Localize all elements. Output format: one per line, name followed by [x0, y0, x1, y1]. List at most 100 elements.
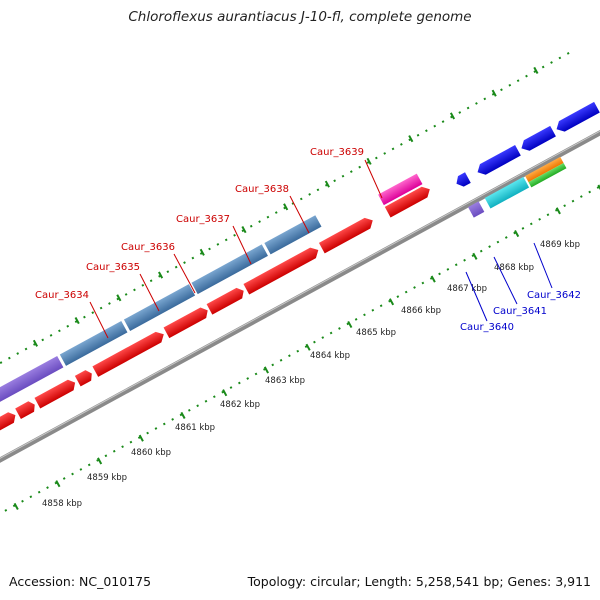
tick-dot [588, 190, 592, 194]
tick-dot [504, 236, 508, 239]
gene-leader-line [173, 253, 196, 294]
cds-blue-1 [456, 172, 471, 187]
outer-tick-track [0, 52, 570, 364]
tick-dot [296, 349, 300, 353]
tick-dot [71, 472, 74, 476]
major-tick [408, 135, 414, 143]
cds-blue-3 [521, 125, 556, 151]
tick-dot [246, 377, 250, 380]
gene-labels: Caur_3634 Caur_3635 Caur_3636 Caur_3637 Caur… [35, 147, 581, 339]
cds-red-7 [206, 287, 244, 315]
tick-dot [400, 142, 403, 146]
tick-dot [87, 463, 91, 467]
tick-label: 4865 kbp [356, 328, 396, 338]
tick-dot [133, 288, 136, 292]
feature-caur-3637-frame [191, 244, 268, 295]
major-tick [514, 230, 520, 238]
tick-dot [229, 386, 233, 389]
feature-purple-small [468, 201, 485, 218]
tick-dot [338, 327, 341, 330]
tick-dot [488, 245, 491, 248]
major-tick [263, 366, 269, 374]
genome-backbone [0, 122, 600, 472]
tick-dot [166, 270, 170, 274]
tick-dot [254, 372, 258, 376]
gene-leader-line [465, 271, 488, 322]
feature-purple-left [0, 355, 64, 410]
major-tick [324, 180, 330, 188]
tick-dot [233, 233, 236, 237]
tick-dot [238, 381, 241, 385]
feature-caur-3635-frame [123, 284, 196, 331]
tick-label: 4864 kbp [310, 351, 350, 361]
gene-leader-line [289, 195, 310, 234]
tick-dot [62, 477, 66, 480]
tick-label: 4861 kbp [175, 423, 215, 433]
tick-dot [329, 331, 333, 335]
major-tick [241, 226, 247, 234]
tick-dot [149, 279, 153, 283]
cds-red-3 [34, 379, 76, 409]
major-tick [388, 298, 395, 306]
tick-dot [333, 179, 337, 183]
tick-dot [121, 445, 124, 449]
major-tick [347, 320, 353, 329]
tick-dot [191, 256, 195, 260]
tick-dot [108, 302, 111, 305]
tick-dot [299, 197, 303, 201]
tick-label: 4863 kbp [265, 376, 305, 386]
major-tick [305, 343, 311, 351]
cds-red-10 [384, 186, 430, 218]
gene-label: Caur_3638 [235, 184, 289, 195]
major-tick [283, 203, 289, 211]
gene-leader-line [232, 225, 252, 265]
tick-dot [174, 265, 178, 269]
tick-dot [354, 318, 358, 321]
tick-dot [308, 193, 311, 196]
tick-dot [521, 227, 525, 230]
tick-dot [154, 427, 158, 430]
tick-dot [483, 97, 487, 101]
reverse-feature-track [456, 101, 600, 218]
cds-blue-4 [556, 101, 600, 132]
tick-dot [579, 195, 583, 198]
tick-dot [538, 217, 541, 221]
gene-label: Caur_3636 [121, 242, 175, 253]
tick-dot [58, 329, 61, 333]
cds-track-upper [0, 173, 430, 437]
major-tick [555, 207, 561, 215]
tick-dot [46, 486, 49, 489]
gene-label: Caur_3635 [86, 262, 140, 273]
tick-dot [321, 336, 325, 339]
tick-dot [529, 222, 533, 226]
tick-dot [550, 61, 553, 64]
cds-red-2 [15, 401, 35, 419]
tick-dot [496, 240, 500, 244]
tick-dot [383, 152, 387, 155]
tick-dot [541, 65, 545, 69]
tick-dot [413, 286, 416, 289]
tick-dot [208, 247, 211, 251]
inner-tick-track [4, 184, 600, 512]
tick-dot [21, 499, 24, 503]
tick-dot [441, 120, 445, 123]
tick-dot [379, 304, 383, 308]
gene-leader-line [533, 242, 553, 289]
tick-dot [7, 356, 11, 360]
tick-dot [204, 399, 208, 403]
tick-dot [162, 422, 166, 426]
accession-label: Accession: NC_010175 [9, 574, 152, 589]
tick-dot [112, 449, 116, 453]
tick-dot [24, 347, 28, 351]
tick-dot [266, 215, 270, 219]
gene-label: Caur_3639 [310, 147, 364, 158]
feature-cyan-caur-3641 [484, 176, 530, 209]
major-tick [116, 294, 122, 302]
tick-dot [146, 431, 149, 435]
tick-dot [508, 83, 512, 87]
feature-pink-caur-3639 [378, 173, 423, 206]
gene-leader-line [139, 273, 160, 312]
tick-dot [371, 308, 375, 312]
major-tick [366, 157, 372, 165]
tick-dot [258, 220, 261, 224]
